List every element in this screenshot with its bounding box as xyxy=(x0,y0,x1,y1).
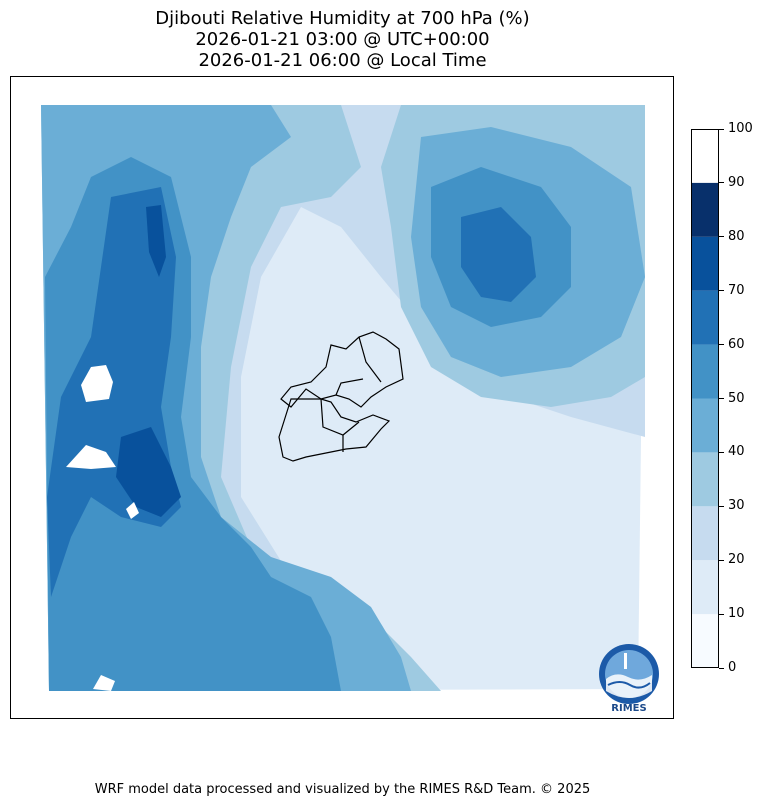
map-frame: RIMES xyxy=(10,76,674,719)
colorbar-band xyxy=(691,344,719,399)
colorbar-band xyxy=(691,236,719,291)
colorbar-tick xyxy=(719,613,724,615)
colorbar-tick-label: 10 xyxy=(728,606,745,622)
colorbar-tick-label: 30 xyxy=(728,498,745,514)
logo-text: RIMES xyxy=(611,703,646,714)
country-border xyxy=(280,331,404,408)
colorbar-tick xyxy=(719,290,724,292)
humidity-band-70-80-n xyxy=(146,205,166,277)
country-border xyxy=(278,398,391,462)
colorbar-band xyxy=(691,290,719,345)
colorbar-tick-label: 80 xyxy=(728,228,745,244)
colorbar-band xyxy=(691,506,719,561)
missing-data-patch xyxy=(81,365,113,402)
colorbar xyxy=(691,129,719,668)
map-title: Djibouti Relative Humidity at 700 hPa (%… xyxy=(0,8,685,71)
colorbar-tick-label: 100 xyxy=(728,121,753,136)
colorbar-tick xyxy=(719,505,724,507)
colorbar-tick xyxy=(719,344,724,346)
missing-data-patch xyxy=(93,675,115,691)
colorbar-tick xyxy=(719,236,724,238)
colorbar-band xyxy=(691,560,719,615)
colorbar-tick xyxy=(719,559,724,561)
title-line-3: 2026-01-21 06:00 @ Local Time xyxy=(198,50,487,71)
colorbar-tick-label: 0 xyxy=(728,660,737,675)
colorbar-tick-label: 50 xyxy=(728,390,745,406)
missing-data-patch xyxy=(126,502,139,519)
district-border xyxy=(335,378,364,396)
colorbar-outline xyxy=(691,129,719,668)
colorbar-band xyxy=(691,398,719,453)
colorbar-tick xyxy=(719,128,724,130)
colorbar-tick-label: 20 xyxy=(728,552,745,568)
colorbar-tick-label: 60 xyxy=(728,336,745,352)
colorbar-tick-label: 90 xyxy=(728,174,745,190)
colorbar-tick-label: 40 xyxy=(728,444,745,460)
colorbar-tick xyxy=(719,398,724,399)
rimes-logo: RIMES xyxy=(599,644,659,714)
colorbar-band xyxy=(691,614,719,668)
djibouti-borders xyxy=(278,331,404,462)
humidity-band-70-80 xyxy=(116,427,181,517)
colorbar-tick xyxy=(719,667,724,669)
humidity-map: RIMES xyxy=(41,105,659,714)
missing-data-patch xyxy=(66,445,116,469)
colorbar-band xyxy=(691,182,719,237)
footer-credit: WRF model data processed and visualized … xyxy=(94,782,591,797)
humidity-band-60-70-ne xyxy=(461,207,536,302)
colorbar-tick xyxy=(719,182,724,184)
colorbar-band xyxy=(691,452,719,507)
colorbar-tick xyxy=(719,451,724,453)
title-line-1: Djibouti Relative Humidity at 700 hPa (%… xyxy=(155,8,530,29)
district-border xyxy=(358,336,382,383)
colorbar-tick-label: 70 xyxy=(728,282,745,298)
district-border xyxy=(320,398,360,436)
title-line-2: 2026-01-21 03:00 @ UTC+00:00 xyxy=(195,29,490,50)
